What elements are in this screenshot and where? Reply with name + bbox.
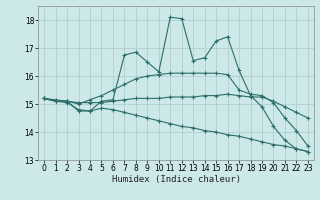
X-axis label: Humidex (Indice chaleur): Humidex (Indice chaleur)	[111, 175, 241, 184]
